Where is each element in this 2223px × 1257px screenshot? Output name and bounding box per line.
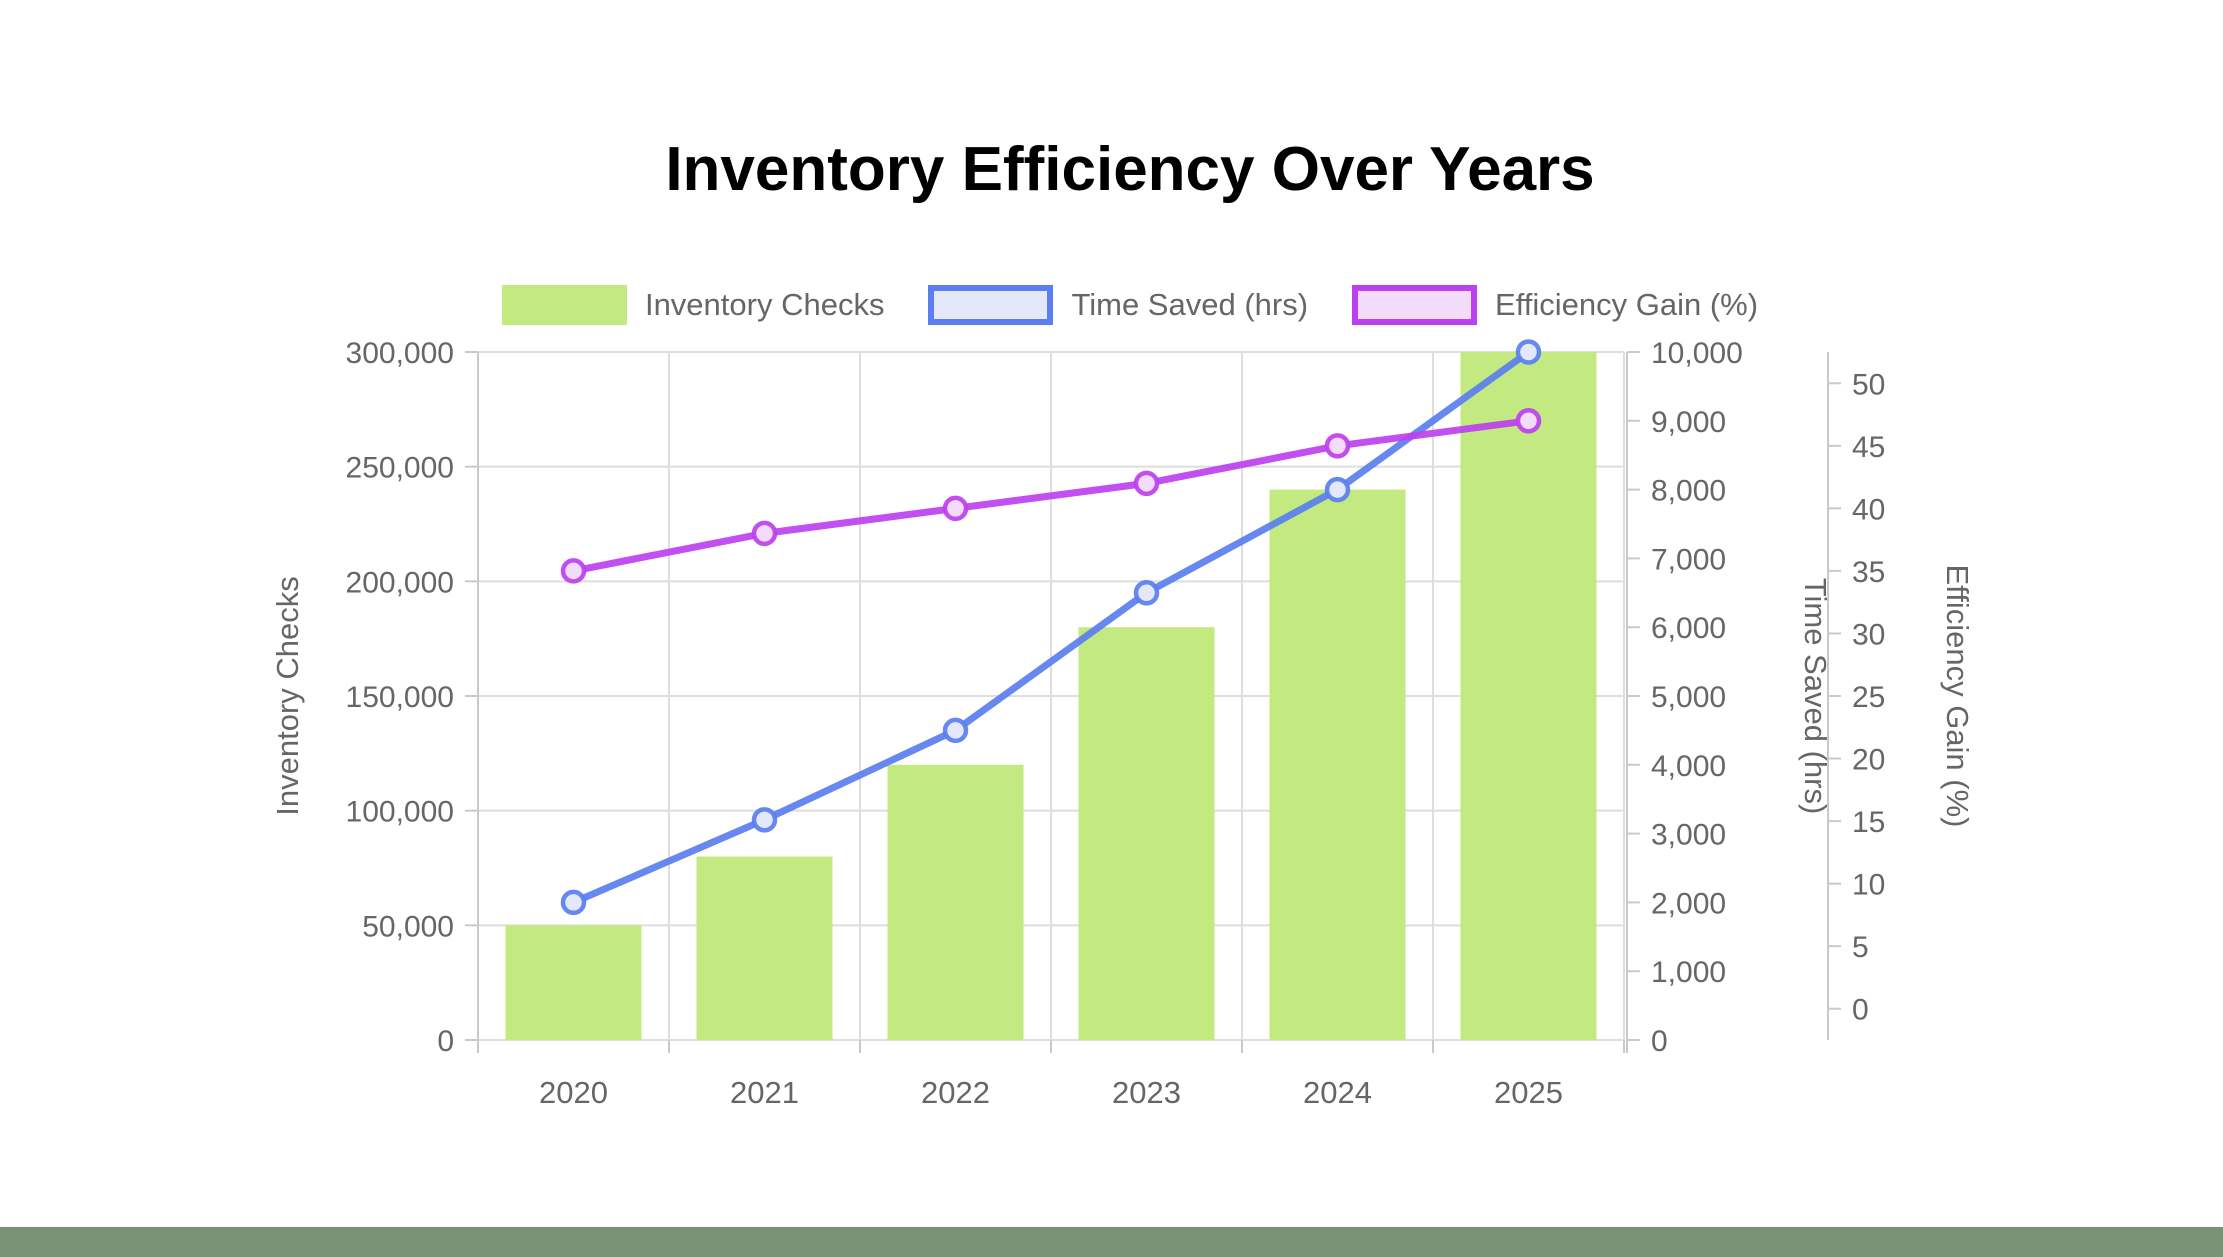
- x-axis-tick-label: 2021: [730, 1075, 799, 1110]
- bar-2023: [1078, 627, 1215, 1040]
- left-axis-tick-label: 250,000: [346, 452, 454, 485]
- legend-swatch-efficiency-gain: [1352, 285, 1478, 325]
- efficiency-axis-tick-label: 40: [1852, 493, 1885, 526]
- legend-label-inventory-checks: Inventory Checks: [644, 287, 885, 322]
- time-saved-line-point-2021: [751, 807, 778, 833]
- x-axis-tick-label: 2023: [1112, 1075, 1181, 1110]
- time-saved-axis-tick-label: 3,000: [1651, 819, 1726, 852]
- bar-2020: [505, 925, 642, 1040]
- legend-swatch-inventory-checks: [501, 285, 627, 325]
- efficiency-axis-tick-label: 0: [1852, 994, 1869, 1027]
- left-axis-tick-label: 150,000: [346, 681, 454, 714]
- footer-bar: [0, 1227, 2223, 1257]
- time-saved-axis-tick-label: 6,000: [1651, 612, 1726, 645]
- efficiency-gain-line-point-2021: [751, 520, 778, 547]
- efficiency-axis-title: Efficiency Gain (%): [1940, 564, 1975, 827]
- time-saved-axis-tick-label: 1,000: [1651, 956, 1726, 989]
- legend-label-efficiency-gain: Efficiency Gain (%): [1495, 287, 1759, 322]
- efficiency-gain-line-point-2023: [1133, 470, 1160, 497]
- efficiency-axis-tick-label: 20: [1852, 744, 1885, 777]
- efficiency-axis-tick-label: 25: [1852, 681, 1885, 714]
- efficiency-axis-tick-label: 50: [1852, 368, 1885, 401]
- grid-lines: [477, 351, 1625, 1041]
- time-saved-axis-tick-label: 5,000: [1651, 681, 1726, 714]
- time-saved-axis-tick-label: 9,000: [1651, 406, 1726, 439]
- x-axis-tick-label: 2024: [1303, 1075, 1372, 1110]
- time-saved-line: [560, 339, 1542, 916]
- time-saved-axis-tick-label: 7,000: [1651, 543, 1726, 576]
- left-axis-tick-label: 300,000: [346, 337, 454, 370]
- time-saved-line-point-2023: [1133, 580, 1160, 606]
- bar-2021: [696, 856, 833, 1040]
- x-axis-tick-label: 2022: [921, 1075, 990, 1110]
- efficiency-gain-line-point-2022: [942, 495, 969, 522]
- time-saved-axis-tick-label: 4,000: [1651, 750, 1726, 783]
- legend-item-efficiency-gain[interactable]: Efficiency Gain (%): [1352, 283, 1758, 327]
- legend-item-inventory-checks[interactable]: Inventory Checks: [501, 283, 885, 327]
- efficiency-gain-line-point-2024: [1324, 433, 1351, 459]
- efficiency-axis-tick-label: 15: [1852, 806, 1885, 839]
- bar-2022: [887, 764, 1024, 1040]
- efficiency-gain-line-point-2025: [1515, 408, 1542, 434]
- left-axis-tick-label: 50,000: [362, 910, 454, 943]
- chart-title: Inventory Efficiency Over Years: [665, 135, 1595, 204]
- time-saved-axis-tick-label: 10,000: [1651, 337, 1743, 370]
- left-axis-tick-label: 100,000: [346, 796, 454, 829]
- efficiency-axis-tick-label: 35: [1852, 556, 1885, 589]
- bar-2025: [1460, 352, 1597, 1040]
- left-axis-title: Inventory Checks: [270, 576, 305, 816]
- time-saved-axis-tick-label: 2,000: [1651, 887, 1726, 920]
- legend-label-time-saved: Time Saved (hrs): [1071, 287, 1309, 322]
- x-axis-tick-label: 2025: [1494, 1075, 1563, 1110]
- efficiency-axis-tick-label: 5: [1852, 931, 1869, 964]
- chart-legend: Inventory Checks Time Saved (hrs) Effici…: [0, 283, 2223, 327]
- time-saved-axis-tick-label: 8,000: [1651, 475, 1726, 508]
- time-saved-axis-tick-label: 0: [1651, 1025, 1668, 1058]
- legend-item-time-saved[interactable]: Time Saved (hrs): [928, 283, 1308, 327]
- time-saved-line-point-2024: [1324, 476, 1351, 503]
- bar-2024: [1269, 489, 1406, 1041]
- bars-inventory-checks: [505, 352, 1597, 1041]
- time-saved-line-point-2025: [1515, 339, 1542, 365]
- axis-tick-labels: 0 50,000 100,000 150,000 200,000 250,000 300,0…: [270, 337, 1975, 1110]
- x-axis-tick-label: 2020: [539, 1075, 608, 1110]
- time-saved-line-point-2022: [942, 717, 969, 744]
- efficiency-gain-line-point-2020: [560, 558, 587, 584]
- efficiency-gain-line: [560, 408, 1542, 584]
- left-axis-tick-label: 0: [437, 1025, 454, 1058]
- efficiency-axis-tick-label: 30: [1852, 618, 1885, 651]
- efficiency-axis-tick-label: 10: [1852, 869, 1885, 902]
- left-axis-tick-label: 200,000: [346, 566, 454, 599]
- efficiency-axis-tick-label: 45: [1852, 431, 1885, 464]
- axis-lines: [465, 351, 1841, 1053]
- legend-swatch-time-saved: [928, 285, 1054, 325]
- time-saved-line-point-2020: [560, 889, 587, 916]
- time-saved-axis-title: Time Saved (hrs): [1798, 578, 1833, 815]
